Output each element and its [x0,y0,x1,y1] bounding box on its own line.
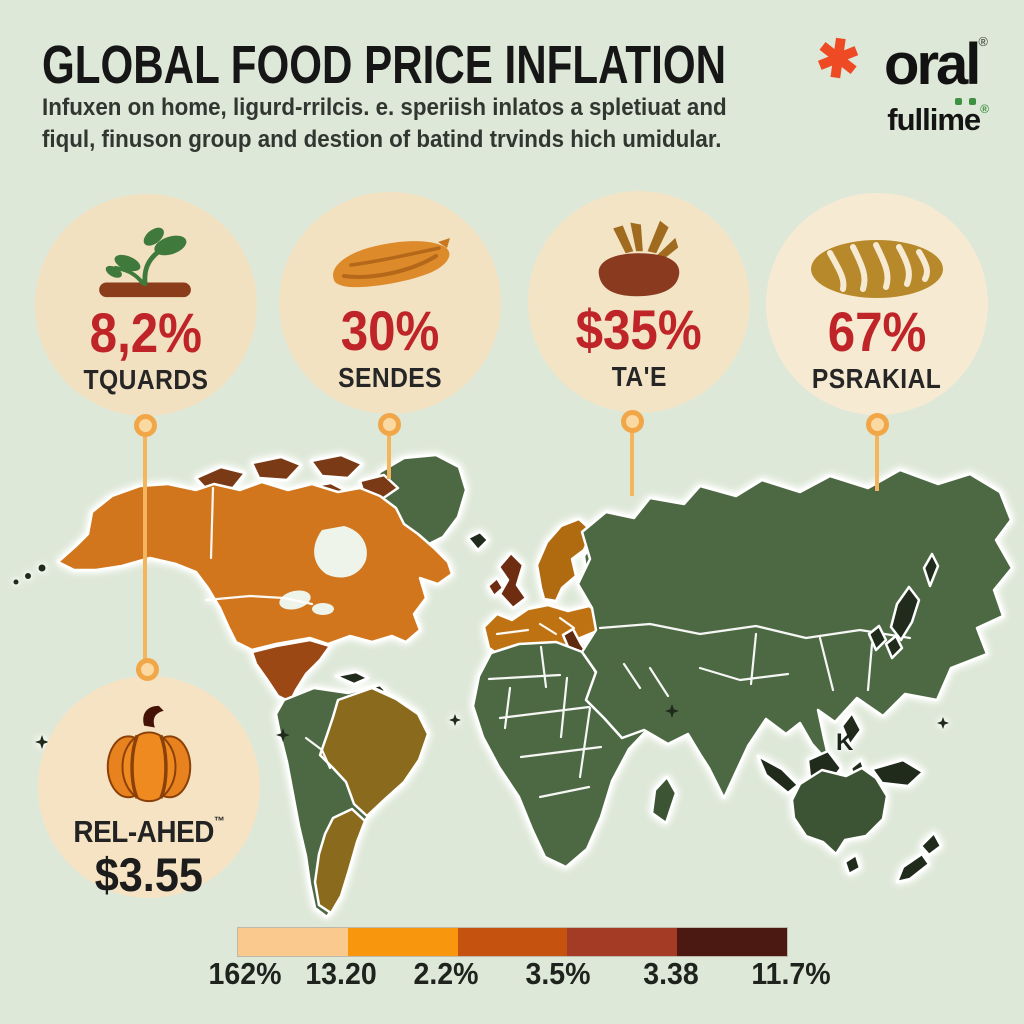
stat-value: 8,2% [89,301,203,364]
logo-tagline: fullime [887,102,981,137]
stat-circle-tae: $35% TA'E [528,191,750,413]
stat-circle-sendes: 30% SENDES [279,192,501,414]
stat-label: TA'E [611,361,667,392]
logo-wordmark-row: ✱ oral® [813,28,988,100]
logo-tagline-row: fullime® [884,98,989,138]
map-region-north-america [56,480,454,652]
map-region-scandinavia [535,517,594,603]
stat-circle-psrakial: 67% PSRAKIAL [766,193,988,415]
stat-label: PSRAKIAL [812,363,942,394]
legend-tick-labels: 162% 13.20 2.2% 3.5% 3.38 11.7% [0,956,1024,996]
map-region-cuba [334,670,370,686]
sprout-icon [87,216,205,304]
legend-tick-label: 2.2% [413,956,479,991]
great-lakes [312,603,334,615]
world-map: K [13,453,1014,919]
connector-line [630,432,634,496]
south-america-border [304,736,332,770]
alaska-border [209,486,215,560]
legend-tick-label: 3.5% [525,956,591,991]
legend-swatch [457,928,568,956]
sparkle-icon [35,704,949,749]
brand-logo: ✱ oral® fullime® [813,28,989,138]
logo-wordmark: oral [884,32,981,97]
stat-value: $35% [575,298,703,361]
map-region-madagascar [650,775,678,825]
legend-swatch [238,928,348,956]
legend-swatch [567,928,678,956]
map-region-sakhalin [922,552,940,588]
connector-line [387,435,391,479]
green-dot-icon [969,98,976,105]
page-title: GLOBAL FOOD PRICE INFLATION [42,35,727,95]
connector-dot [621,410,644,433]
africa-borders [487,645,603,799]
registered-mark-icon: ® [978,34,988,49]
map-region-iceland [466,530,490,552]
hudson-bay [314,526,367,578]
subtitle-line-1: Infuxen on home, ligurd-rrilcis. e. sper… [42,94,727,121]
green-dot-icon [955,98,962,105]
stat-label: SENDES [338,362,442,393]
root-vegetable-icon [581,213,697,301]
price-callout-circle: REL-AHED™ $3.55 [38,676,260,901]
bread-icon [802,215,952,303]
europe-borders [495,616,576,636]
connector-line [875,435,879,491]
callout-label: REL-AHED™ [73,814,225,849]
map-region-brazil [318,686,430,818]
aleutian-islands [25,573,31,579]
asterisk-logo-icon: ✱ [812,28,864,92]
map-region-new-zealand [919,831,943,857]
map-region-new-zealand [895,852,931,884]
stat-label: TQUARDS [83,364,209,395]
registered-mark-icon: ® [980,102,989,116]
color-scale-legend [237,927,788,957]
connector-dot [866,413,889,436]
stat-value: 67% [827,300,927,363]
aleutian-islands [38,564,46,572]
map-region-tasmania [843,853,862,876]
connector-dot [378,413,401,436]
map-region-ireland [486,576,505,598]
pumpkin-icon [90,702,208,810]
legend-tick-label: 13.20 [305,956,377,991]
map-region-asia [576,468,1014,800]
map-region-mexico [250,638,332,704]
stat-circle-tquards: 8,2% TQUARDS [35,194,257,416]
canada-us-border [204,594,314,606]
map-region-korea [867,624,888,652]
connector-line [143,436,147,660]
connector-dot [136,658,159,681]
legend-tick-label: 162% [208,956,282,991]
aleutian-islands [13,579,19,585]
map-region-united-kingdom [497,551,528,610]
legend-tick-label: 3.38 [643,956,699,991]
map-region-japan [884,634,904,660]
map-artifact-letter: K [836,729,854,756]
subtitle-line-2: fiqul, finuson group and destion of bati… [42,126,722,153]
trademark-symbol: ™ [214,814,225,828]
map-region-australia [790,766,889,856]
legend-tick-label: 11.7% [751,956,831,991]
map-region-argentina [313,807,367,915]
map-region-japan [889,585,921,642]
corn-icon [320,214,460,302]
connector-dot [134,414,157,437]
stat-value: 30% [340,299,440,362]
legend-swatch [347,928,458,956]
callout-value: $3.55 [94,848,204,901]
asia-borders [598,622,912,698]
legend-swatch [677,928,787,956]
